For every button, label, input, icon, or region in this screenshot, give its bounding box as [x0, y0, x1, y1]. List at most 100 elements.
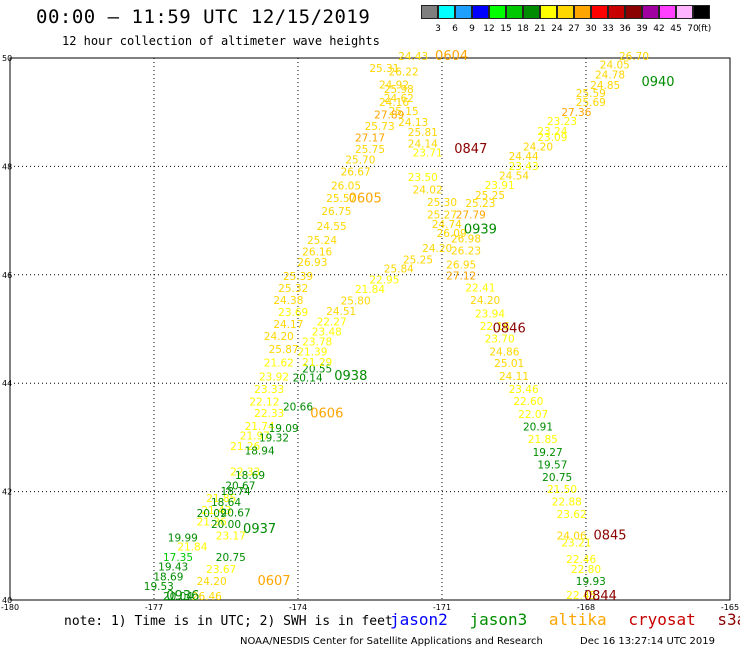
- wave-height-value: 26.67: [341, 167, 371, 179]
- wave-height-value: 24.20: [422, 243, 452, 255]
- wave-height-value: 22.33: [230, 466, 260, 478]
- color-swatch: [540, 5, 557, 19]
- legend-altika: altika: [548, 610, 607, 629]
- color-swatch: [472, 5, 489, 19]
- wave-height-value: 21.43: [201, 505, 231, 517]
- wave-height-value: 25.98: [384, 84, 414, 96]
- wave-height-value: 24.20: [523, 142, 553, 154]
- wave-height-value: 21.84: [177, 542, 207, 554]
- wave-height-value: 23.69: [278, 307, 308, 319]
- wave-height-value: 24.92: [379, 79, 409, 91]
- color-level-label: 18: [517, 24, 529, 34]
- wave-height-value: 25.73: [365, 121, 395, 133]
- wave-height-value: 24.06: [557, 530, 587, 542]
- wave-height-value: 24.02: [413, 185, 443, 197]
- wave-height-value: 23.24: [537, 126, 567, 138]
- wave-height-value: 23.33: [254, 384, 284, 396]
- wave-height-value: 25.24: [307, 235, 337, 247]
- wave-height-value: 26.22: [389, 66, 419, 78]
- wave-height-value: 20.55: [302, 363, 332, 375]
- wave-height-value: 25.01: [494, 358, 524, 370]
- color-level-label: 27: [568, 24, 580, 34]
- wave-height-value: 23.48: [312, 327, 342, 339]
- legend-s3a: s3a: [717, 610, 740, 629]
- x-tick-label: -165: [721, 603, 739, 612]
- wave-height-value: 21.39: [297, 347, 327, 359]
- wave-height-value: 26.93: [297, 257, 327, 269]
- pass-time-label: 0940: [641, 75, 674, 90]
- pass-time-label: 0844: [584, 589, 617, 604]
- color-swatch: [557, 5, 574, 19]
- wave-height-value: 22.27: [317, 317, 347, 329]
- wave-height-value: 26.98: [451, 233, 481, 245]
- y-tick-label: 46: [2, 271, 12, 280]
- wave-height-value: 23.62: [557, 509, 587, 521]
- color-swatch: [693, 5, 710, 19]
- wave-height-value: 27.36: [561, 107, 591, 119]
- color-level-label: 30: [585, 24, 597, 34]
- wave-height-value: 23.67: [206, 564, 236, 576]
- color-unit-label: (ft): [697, 24, 712, 34]
- wave-height-value: 25.81: [408, 127, 438, 139]
- wave-height-value: 26.16: [302, 246, 332, 258]
- wave-height-value: 25.84: [384, 264, 414, 276]
- wave-height-value: 23.09: [537, 132, 567, 144]
- wave-height-value: 23.43: [509, 161, 539, 173]
- wave-height-value: 24.86: [489, 347, 519, 359]
- wave-height-value: 22.46: [566, 554, 596, 566]
- color-level-label: 12: [483, 24, 495, 34]
- wave-height-value: 21.85: [528, 434, 558, 446]
- wave-height-value: 17.35: [163, 552, 193, 564]
- wave-height-value: 26.70: [619, 51, 649, 63]
- wave-height-value: 18.74: [221, 486, 251, 498]
- wave-height-value: 25.30: [427, 197, 457, 209]
- wave-height-value: 22.80: [571, 564, 601, 576]
- wave-height-value: 25.57: [326, 193, 356, 205]
- wave-height-value: 19.99: [168, 532, 198, 544]
- color-swatch: [438, 5, 455, 19]
- y-tick-label: 48: [2, 162, 12, 171]
- wave-height-value: 18.94: [245, 446, 275, 458]
- wave-height-value: 26.46: [192, 591, 222, 603]
- wave-height-value: 27.17: [355, 132, 385, 144]
- wave-height-value: 20.75: [216, 552, 246, 564]
- color-level-label: 33: [602, 24, 614, 34]
- wave-height-value: 24.16: [379, 97, 409, 109]
- wave-height-value: 24.54: [499, 170, 529, 182]
- color-swatch: [506, 5, 523, 19]
- wave-height-value: 23.50: [408, 172, 438, 184]
- wave-height-value: 24.74: [432, 219, 462, 231]
- wave-height-value: 25.70: [345, 155, 375, 167]
- wave-height-value: 25.27: [427, 209, 457, 221]
- wave-height-value: 21.84: [355, 284, 385, 296]
- wave-height-value: 20.67: [225, 480, 255, 492]
- wave-height-value: 19.09: [269, 423, 299, 435]
- color-level-label: 42: [653, 24, 665, 34]
- wave-height-value: 21.85: [206, 493, 236, 505]
- wave-height-value: 24.85: [590, 80, 620, 92]
- color-level-label: 9: [469, 24, 475, 34]
- y-tick-label: 42: [2, 488, 12, 497]
- wave-height-value: 27.12: [446, 271, 476, 283]
- wave-height-value: 20.91: [523, 421, 553, 433]
- wave-height-value: 25.32: [278, 283, 308, 295]
- color-swatch: [489, 5, 506, 19]
- color-swatch: [421, 5, 438, 19]
- wave-height-value: 26.95: [446, 259, 476, 271]
- pass-time-label: 0936: [166, 589, 199, 604]
- wave-height-value: 23.46: [509, 384, 539, 396]
- wave-height-value: 25.31: [369, 63, 399, 75]
- wave-height-value: 25.25: [475, 190, 505, 202]
- wave-height-value: 23.17: [216, 530, 246, 542]
- pass-time-label: 0845: [593, 528, 626, 543]
- satellite-legend: jason2 jason3 altika cryosat s3a: [390, 610, 740, 629]
- wave-height-value: 24.38: [273, 295, 303, 307]
- wave-height-value: 26.09: [437, 228, 467, 240]
- units-note: note: 1) Time is in UTC; 2) SWH is in fe…: [64, 614, 393, 629]
- wave-height-value: 23.92: [259, 371, 289, 383]
- wave-height-value: 21.74: [245, 421, 275, 433]
- wave-height-value: 20.09: [197, 508, 227, 520]
- wave-height-value: 19.53: [144, 581, 174, 593]
- wave-height-value: 24.11: [499, 371, 529, 383]
- wave-height-value: 25.75: [355, 144, 385, 156]
